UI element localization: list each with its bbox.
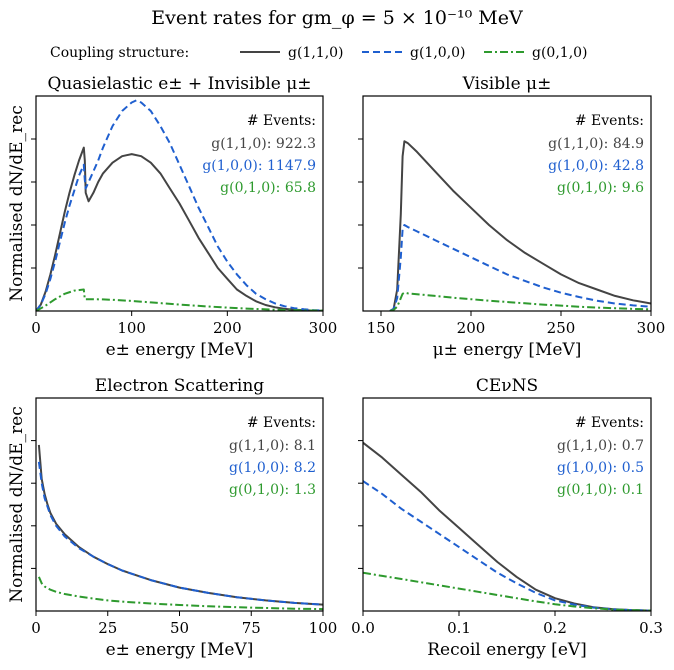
series-line-g010 bbox=[389, 291, 651, 311]
x-tick-label: 300 bbox=[309, 319, 338, 337]
figure-title: Event rates for gm_φ = 5 × 10⁻¹⁰ MeV bbox=[151, 7, 523, 29]
x-tick-label: 0.0 bbox=[351, 619, 375, 637]
x-axis-label: Recoil energy [eV] bbox=[427, 640, 587, 660]
legend-entry-g110: g(1,1,0) bbox=[288, 45, 344, 61]
legend-entry-g100: g(1,0,0) bbox=[410, 45, 466, 61]
events-count-g110: g(1,1,0): 8.1 bbox=[229, 438, 316, 454]
events-count-g110: g(1,1,0): 0.7 bbox=[557, 438, 644, 454]
events-header: # Events: bbox=[247, 113, 316, 129]
axes-frame bbox=[362, 397, 652, 612]
x-tick-label: 250 bbox=[547, 319, 576, 337]
x-tick-label: 25 bbox=[98, 619, 117, 637]
events-count-g110: g(1,1,0): 84.9 bbox=[548, 136, 644, 152]
events-count-g110: g(1,1,0): 922.3 bbox=[211, 136, 316, 152]
events-header: # Events: bbox=[247, 415, 316, 431]
events-count-g100: g(1,0,0): 0.5 bbox=[557, 460, 644, 476]
x-tick-label: 150 bbox=[367, 319, 396, 337]
events-count-g100: g(1,0,0): 42.8 bbox=[548, 158, 644, 174]
series-line-g010 bbox=[363, 571, 651, 611]
panel-3: 0 25 50 75 100 Electron Scattering e± energy [… bbox=[7, 376, 337, 660]
y-axis-label: Normalised dN/dE_rec bbox=[7, 105, 27, 301]
series-line-g100 bbox=[363, 480, 651, 611]
panel-title: Visible μ± bbox=[462, 74, 552, 94]
events-count-g010: g(0,1,0): 1.3 bbox=[229, 482, 316, 498]
series-line-g110 bbox=[36, 146, 323, 311]
x-tick-label: 200 bbox=[457, 319, 486, 337]
panel-title: Quasielastic e± + Invisible μ± bbox=[47, 74, 311, 94]
events-count-g100: g(1,0,0): 8.2 bbox=[229, 460, 316, 476]
x-tick-label: 100 bbox=[309, 619, 338, 637]
series-line-g010 bbox=[37, 576, 323, 611]
x-axis-label: μ± energy [MeV] bbox=[433, 340, 582, 360]
events-count-g010: g(0,1,0): 9.6 bbox=[557, 180, 644, 196]
x-tick-label: 0.2 bbox=[543, 619, 567, 637]
series-line-g110 bbox=[389, 140, 651, 311]
panel-title: CEνNS bbox=[476, 376, 538, 396]
x-tick-label: 0 bbox=[31, 319, 41, 337]
x-tick-label: 200 bbox=[213, 319, 242, 337]
panel-2: 150 200 250 300 Visible μ± μ± energy [MeV] # E… bbox=[358, 74, 665, 360]
axes-frame bbox=[362, 95, 652, 312]
legend: Coupling structure: g(1,1,0) g(1,0,0) g(… bbox=[50, 45, 588, 61]
series-line-g100 bbox=[389, 224, 651, 311]
legend-entry-g010: g(0,1,0) bbox=[532, 45, 588, 61]
panel-1: 0 100 200 300 Quasielastic e± + Invisible μ±… bbox=[7, 74, 337, 360]
x-tick-label: 0.3 bbox=[639, 619, 663, 637]
x-tick-label: 0.1 bbox=[447, 619, 471, 637]
events-count-g100: g(1,0,0): 1147.9 bbox=[202, 158, 316, 174]
panel-4: 0.0 0.1 0.2 0.3 CEνNS Recoil energy [eV] # Eve… bbox=[351, 376, 663, 660]
events-header: # Events: bbox=[575, 113, 644, 129]
x-tick-label: 75 bbox=[242, 619, 261, 637]
y-axis-label: Normalised dN/dE_rec bbox=[7, 406, 27, 602]
x-tick-label: 300 bbox=[637, 319, 666, 337]
events-count-g010: g(0,1,0): 65.8 bbox=[220, 180, 316, 196]
series-line-g100 bbox=[37, 461, 323, 606]
axes-frame bbox=[35, 95, 324, 312]
x-tick-label: 0 bbox=[31, 619, 41, 637]
series-line-g010 bbox=[36, 288, 323, 311]
series-line-g100 bbox=[36, 99, 323, 311]
x-tick-label: 50 bbox=[170, 619, 189, 637]
events-count-g010: g(0,1,0): 0.1 bbox=[557, 482, 644, 498]
legend-label: Coupling structure: bbox=[50, 45, 189, 61]
panel-title: Electron Scattering bbox=[95, 376, 265, 396]
x-tick-label: 100 bbox=[117, 319, 146, 337]
events-header: # Events: bbox=[575, 415, 644, 431]
x-axis-label: e± energy [MeV] bbox=[106, 640, 254, 660]
x-axis-label: e± energy [MeV] bbox=[106, 340, 254, 360]
